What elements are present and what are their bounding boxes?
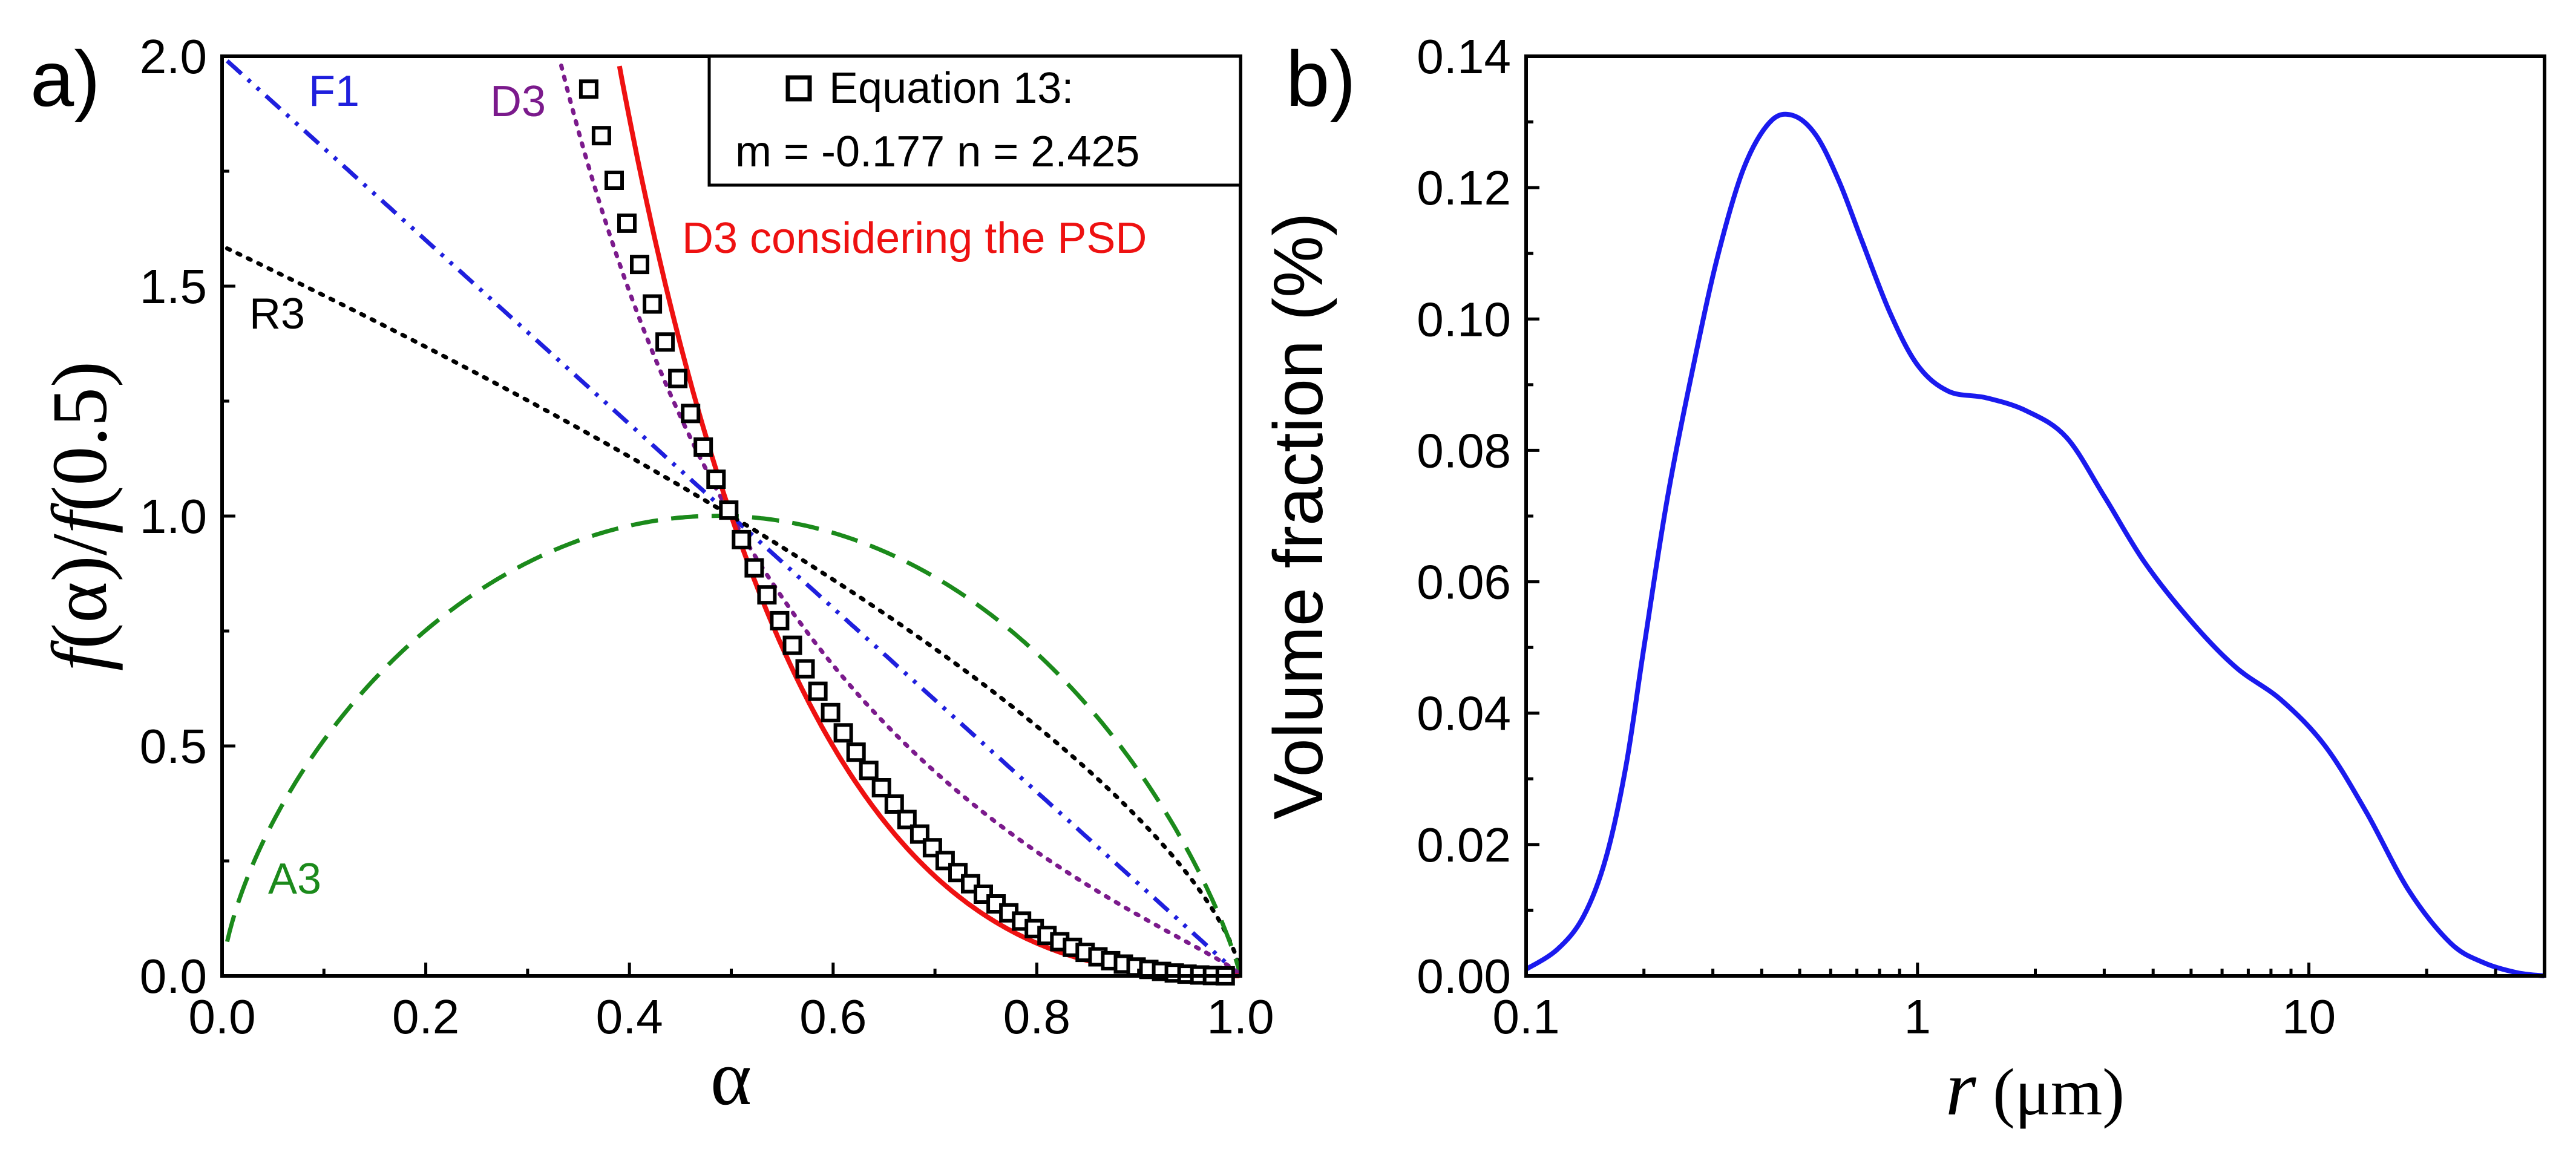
y-tick-label-b: 0.00	[1417, 949, 1511, 1003]
series-psd-line	[1524, 111, 2545, 978]
legend-line-2: m = -0.177 n = 2.425	[735, 128, 1139, 176]
eq13-marker	[808, 681, 828, 701]
series-label-f1: F1	[309, 67, 359, 116]
eq13-marker	[605, 171, 624, 190]
eq13-marker	[922, 838, 942, 858]
x-tick-label-a: 0.4	[596, 990, 663, 1044]
eq13-marker	[744, 558, 764, 578]
x-tick-label-b: 1	[1904, 990, 1932, 1044]
x-tick-label-a: 0.8	[1003, 990, 1070, 1044]
y-axis-label-a-mid: (α)/	[36, 533, 123, 649]
legend-line-1: Equation 13:	[829, 64, 1073, 113]
y-axis-label-a-end: (0.5)	[36, 361, 123, 512]
panel-a: a) 0.0 0.2 0.4 0.6 0.8 1.0 0.0 0.5 1.0 1.5 2.0 α f…	[30, 30, 1274, 1122]
y-tick-label-a: 1.0	[140, 489, 207, 543]
eq13-marker	[795, 659, 815, 679]
eq13-marker	[757, 585, 777, 605]
legend-a: Equation 13: m = -0.177 n = 2.425	[707, 54, 1242, 187]
x-tick-label-b: 10	[2282, 990, 2336, 1044]
x-axis-label-a: α	[710, 1035, 752, 1122]
panel-label-a: a)	[30, 34, 100, 123]
y-tick-label-b: 0.10	[1417, 292, 1511, 346]
y-axis-label-b: Volume fraction (%)	[1260, 212, 1337, 819]
y-tick-label-a: 0.5	[140, 719, 207, 773]
eq13-marker	[770, 610, 790, 630]
eq13-marker	[833, 723, 853, 743]
y-tick-label-b: 0.12	[1417, 161, 1511, 215]
x-tick-label-a: 1.0	[1207, 990, 1274, 1044]
x-tick-label-b: 0.1	[1492, 990, 1559, 1044]
series-a3-line	[224, 514, 1242, 972]
eq13-marker	[846, 742, 866, 762]
y-axis-label-a: f(α)/f(0.5)	[36, 361, 123, 671]
x-axis-label-b-unit: (μm)	[1976, 1055, 2125, 1129]
y-tick-label-b: 0.08	[1417, 424, 1511, 477]
plot-frame-b	[1524, 54, 2546, 978]
series-r3-line	[224, 246, 1242, 971]
eq13-marker	[884, 794, 904, 814]
eq13-marker	[719, 500, 739, 520]
eq13-marker	[655, 332, 675, 352]
panel-label-b: b)	[1286, 34, 1356, 123]
eq13-marker	[732, 529, 752, 549]
eq13-marker	[782, 635, 802, 655]
x-tick-label-a: 0.6	[799, 990, 867, 1044]
legend-marker-square	[785, 75, 812, 102]
series-label-a3: A3	[268, 855, 321, 903]
eq13-marker	[821, 702, 841, 722]
y-tick-label-b: 0.06	[1417, 555, 1511, 609]
eq13-marker	[681, 404, 701, 424]
y-tick-label-b: 0.04	[1417, 687, 1511, 741]
y-tick-label-a: 0.0	[140, 949, 207, 1003]
eq13-marker	[871, 778, 891, 797]
eq13-marker	[668, 368, 688, 388]
eq13-marker	[935, 851, 955, 871]
y-tick-label-b: 0.02	[1417, 818, 1511, 872]
eq13-marker	[706, 469, 726, 489]
eq13-marker	[693, 437, 713, 457]
y-tick-label-b: 0.14	[1417, 30, 1511, 83]
eq13-marker	[591, 126, 611, 146]
eq13-marker	[643, 294, 663, 314]
eq13-marker	[859, 761, 879, 780]
series-label-r3: R3	[249, 290, 305, 338]
eq13-marker	[630, 255, 649, 275]
x-axis-label-b-r: r	[1945, 1045, 1976, 1132]
x-tick-label-a: 0.2	[392, 990, 459, 1044]
x-tick-label-a: 0.0	[188, 990, 255, 1044]
panel-b: b) 0.1 1 10 0.00 0.02 0.04 0.06 0.08 0.10 0.12 0.1…	[1260, 30, 2546, 1132]
eq13-marker	[578, 79, 598, 99]
x-axis-label-b: r (μm)	[1945, 1045, 2125, 1132]
series-label-d3: D3	[490, 77, 546, 126]
series-d3-line	[559, 64, 1242, 976]
y-tick-label-a: 2.0	[140, 30, 207, 83]
eq13-marker	[617, 213, 637, 233]
series-label-d3-psd: D3 considering the PSD	[682, 214, 1147, 263]
y-tick-label-a: 1.5	[140, 260, 207, 313]
